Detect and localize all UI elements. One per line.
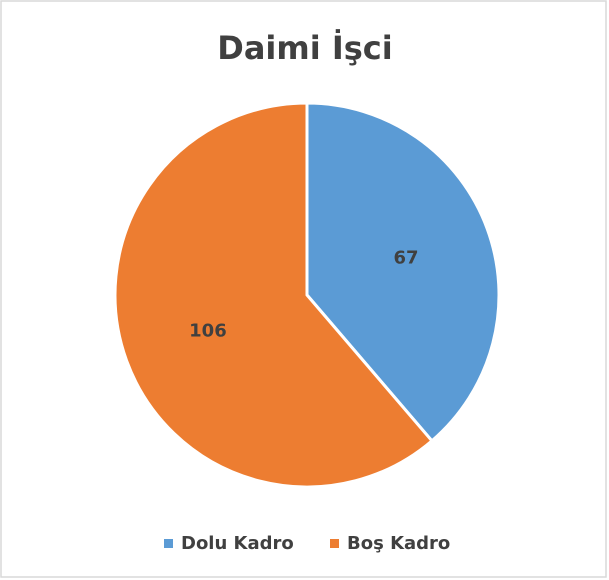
pie-slice [305, 101, 501, 443]
legend-marker [330, 539, 339, 548]
legend-marker [164, 539, 173, 548]
legend-label: Dolu Kadro [181, 533, 294, 554]
legend-label: Boş Kadro [347, 533, 450, 554]
pie-slice [113, 101, 435, 489]
data-label: 67 [394, 247, 419, 268]
chart-title: Daimi İşci [217, 29, 392, 67]
data-label: 106 [189, 321, 227, 342]
